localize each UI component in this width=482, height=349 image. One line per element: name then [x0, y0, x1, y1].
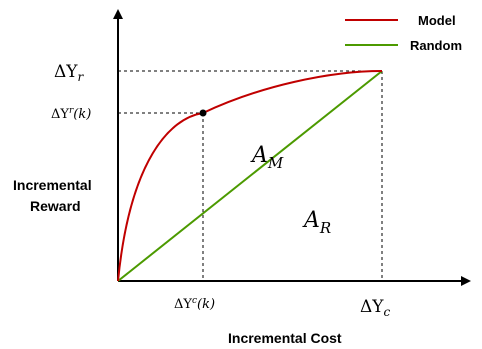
area-label-am: AM: [250, 143, 284, 172]
area-label-ar: AR: [302, 208, 331, 237]
tick-label-delta-yrk: ΔYr(k): [51, 106, 91, 122]
tick-label-delta-yck: ΔYc(k): [174, 296, 215, 312]
legend-random-label: Random: [410, 38, 462, 53]
tick-label-delta-yc: ΔYc: [360, 297, 391, 319]
curve-point: [199, 109, 207, 117]
x-axis-title: Incremental Cost: [228, 330, 342, 346]
y-axis-title-line2: Reward: [30, 198, 81, 214]
legend-model-label: Model: [418, 13, 456, 28]
y-axis-title-line1: Incremental: [13, 177, 92, 193]
random-line: [117, 70, 383, 282]
tick-label-delta-yr: ΔYr: [54, 62, 85, 84]
